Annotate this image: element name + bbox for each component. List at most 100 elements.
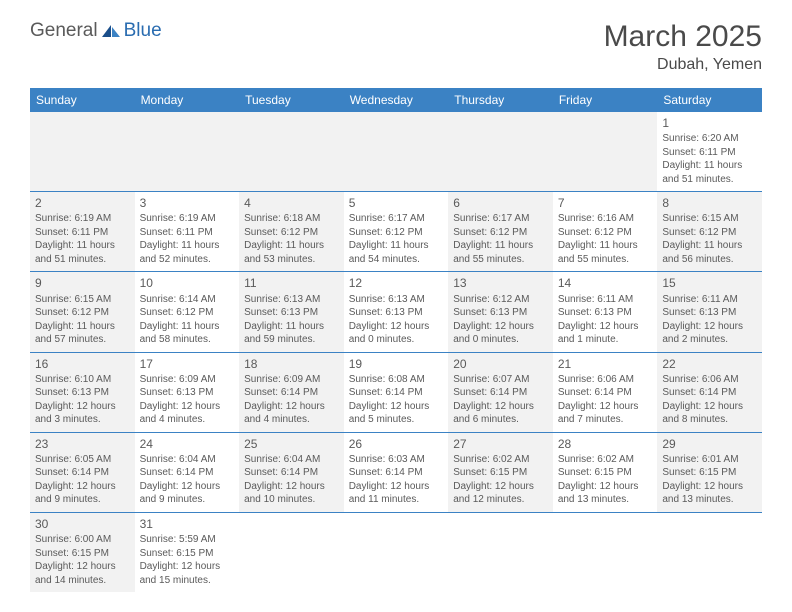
calendar-cell bbox=[657, 512, 762, 592]
calendar-cell: 13 Sunrise: 6:12 AMSunset: 6:13 PMDayligh… bbox=[448, 272, 553, 352]
day-number: 1 bbox=[662, 115, 757, 131]
calendar-cell: 29Sunrise: 6:01 AMSunset: 6:15 PMDayligh… bbox=[657, 432, 762, 512]
day-info: Sunrise: 6:11 AMSunset: 6:13 PMDaylight:… bbox=[662, 293, 757, 347]
calendar-cell bbox=[135, 112, 240, 192]
day-number: 7 bbox=[558, 195, 653, 211]
day-info: Sunrise: 6:06 AMSunset: 6:14 PMDaylight:… bbox=[558, 373, 653, 427]
day-number: 15 bbox=[662, 275, 757, 291]
day-number: 2 bbox=[35, 195, 130, 211]
calendar-cell: 3Sunrise: 6:19 AMSunset: 6:11 PMDaylight… bbox=[135, 192, 240, 272]
day-number: 9 bbox=[35, 275, 130, 291]
calendar-week-row: 23Sunrise: 6:05 AMSunset: 6:14 PMDayligh… bbox=[30, 432, 762, 512]
calendar-cell: 5Sunrise: 6:17 AMSunset: 6:12 PMDaylight… bbox=[344, 192, 449, 272]
day-info: Sunrise: 6:05 AMSunset: 6:14 PMDaylight:… bbox=[35, 453, 130, 507]
day-number: 26 bbox=[349, 436, 444, 452]
logo-text-general: General bbox=[30, 20, 98, 42]
day-number: 22 bbox=[662, 356, 757, 372]
logo-sail-icon bbox=[100, 23, 122, 39]
calendar-cell: 23Sunrise: 6:05 AMSunset: 6:14 PMDayligh… bbox=[30, 432, 135, 512]
calendar-cell: 10 Sunrise: 6:14 AMSunset: 6:12 PMDayligh… bbox=[135, 272, 240, 352]
day-info: Sunrise: 6:09 AMSunset: 6:13 PMDaylight:… bbox=[140, 373, 235, 427]
day-info: Sunrise: 6:17 AMSunset: 6:12 PMDaylight:… bbox=[349, 212, 444, 266]
day-number: 25 bbox=[244, 436, 339, 452]
logo: General Blue bbox=[30, 20, 162, 42]
page-header: General Blue March 2025 Dubah, Yemen bbox=[30, 20, 762, 74]
day-number: 13 bbox=[453, 275, 548, 291]
calendar-cell: 21Sunrise: 6:06 AMSunset: 6:14 PMDayligh… bbox=[553, 352, 658, 432]
calendar-cell: 2Sunrise: 6:19 AMSunset: 6:11 PMDaylight… bbox=[30, 192, 135, 272]
day-info: Sunrise: 6:00 AMSunset: 6:15 PMDaylight:… bbox=[35, 533, 130, 587]
calendar-cell: 11Sunrise: 6:13 AMSunset: 6:13 PMDayligh… bbox=[239, 272, 344, 352]
calendar-cell: 27Sunrise: 6:02 AMSunset: 6:15 PMDayligh… bbox=[448, 432, 553, 512]
calendar-cell bbox=[344, 512, 449, 592]
day-number: 16 bbox=[35, 356, 130, 372]
calendar-cell: 31Sunrise: 5:59 AMSunset: 6:15 PMDayligh… bbox=[135, 512, 240, 592]
calendar-cell bbox=[239, 112, 344, 192]
calendar-cell: 20Sunrise: 6:07 AMSunset: 6:14 PMDayligh… bbox=[448, 352, 553, 432]
calendar-cell: 12Sunrise: 6:13 AMSunset: 6:13 PMDayligh… bbox=[344, 272, 449, 352]
day-header: Wednesday bbox=[344, 88, 449, 112]
day-info: Sunrise: 6:12 AMSunset: 6:13 PMDaylight:… bbox=[453, 293, 548, 347]
day-header: Friday bbox=[553, 88, 658, 112]
day-info: Sunrise: 6:15 AMSunset: 6:12 PMDaylight:… bbox=[662, 212, 757, 266]
calendar-cell: 22Sunrise: 6:06 AMSunset: 6:14 PMDayligh… bbox=[657, 352, 762, 432]
day-number: 21 bbox=[558, 356, 653, 372]
day-number: 17 bbox=[140, 356, 235, 372]
day-number: 31 bbox=[140, 516, 235, 532]
day-info: Sunrise: 6:15 AMSunset: 6:12 PMDaylight:… bbox=[35, 293, 130, 347]
calendar-cell bbox=[30, 112, 135, 192]
day-number: 3 bbox=[140, 195, 235, 211]
day-info: Sunrise: 6:07 AMSunset: 6:14 PMDaylight:… bbox=[453, 373, 548, 427]
day-info: Sunrise: 6:09 AMSunset: 6:14 PMDaylight:… bbox=[244, 373, 339, 427]
calendar-cell: 4Sunrise: 6:18 AMSunset: 6:12 PMDaylight… bbox=[239, 192, 344, 272]
calendar-cell: 18Sunrise: 6:09 AMSunset: 6:14 PMDayligh… bbox=[239, 352, 344, 432]
day-info: Sunrise: 6:16 AMSunset: 6:12 PMDaylight:… bbox=[558, 212, 653, 266]
day-info: Sunrise: 6:04 AMSunset: 6:14 PMDaylight:… bbox=[140, 453, 235, 507]
day-info: Sunrise: 6:03 AMSunset: 6:14 PMDaylight:… bbox=[349, 453, 444, 507]
day-info: Sunrise: 6:17 AMSunset: 6:12 PMDaylight:… bbox=[453, 212, 548, 266]
day-info: Sunrise: 6:02 AMSunset: 6:15 PMDaylight:… bbox=[453, 453, 548, 507]
day-header: Monday bbox=[135, 88, 240, 112]
day-info: Sunrise: 6:01 AMSunset: 6:15 PMDaylight:… bbox=[662, 453, 757, 507]
calendar-cell bbox=[239, 512, 344, 592]
calendar-week-row: 16Sunrise: 6:10 AMSunset: 6:13 PMDayligh… bbox=[30, 352, 762, 432]
calendar-cell: 16Sunrise: 6:10 AMSunset: 6:13 PMDayligh… bbox=[30, 352, 135, 432]
day-number: 4 bbox=[244, 195, 339, 211]
day-info: Sunrise: 6:13 AMSunset: 6:13 PMDaylight:… bbox=[244, 293, 339, 347]
calendar-cell bbox=[553, 112, 658, 192]
page-title: March 2025 bbox=[604, 20, 762, 54]
day-info: Sunrise: 6:14 AMSunset: 6:12 PMDaylight:… bbox=[140, 293, 235, 347]
title-block: March 2025 Dubah, Yemen bbox=[604, 20, 762, 74]
day-number: 6 bbox=[453, 195, 548, 211]
calendar-table: SundayMondayTuesdayWednesdayThursdayFrid… bbox=[30, 88, 762, 592]
day-header: Saturday bbox=[657, 88, 762, 112]
calendar-cell: 6Sunrise: 6:17 AMSunset: 6:12 PMDaylight… bbox=[448, 192, 553, 272]
calendar-cell: 14Sunrise: 6:11 AMSunset: 6:13 PMDayligh… bbox=[553, 272, 658, 352]
calendar-week-row: 1Sunrise: 6:20 AMSunset: 6:11 PMDaylight… bbox=[30, 112, 762, 192]
day-info: Sunrise: 6:06 AMSunset: 6:14 PMDaylight:… bbox=[662, 373, 757, 427]
calendar-body: 1Sunrise: 6:20 AMSunset: 6:11 PMDaylight… bbox=[30, 112, 762, 592]
calendar-cell bbox=[448, 112, 553, 192]
day-number: 19 bbox=[349, 356, 444, 372]
calendar-cell: 28Sunrise: 6:02 AMSunset: 6:15 PMDayligh… bbox=[553, 432, 658, 512]
calendar-cell: 19Sunrise: 6:08 AMSunset: 6:14 PMDayligh… bbox=[344, 352, 449, 432]
day-info: Sunrise: 6:11 AMSunset: 6:13 PMDaylight:… bbox=[558, 293, 653, 347]
day-info: Sunrise: 6:04 AMSunset: 6:14 PMDaylight:… bbox=[244, 453, 339, 507]
day-number: 10 bbox=[140, 275, 235, 291]
location-label: Dubah, Yemen bbox=[604, 56, 762, 74]
logo-text-blue: Blue bbox=[124, 20, 162, 42]
day-number: 8 bbox=[662, 195, 757, 211]
calendar-week-row: 2Sunrise: 6:19 AMSunset: 6:11 PMDaylight… bbox=[30, 192, 762, 272]
day-number: 27 bbox=[453, 436, 548, 452]
calendar-cell: 24Sunrise: 6:04 AMSunset: 6:14 PMDayligh… bbox=[135, 432, 240, 512]
calendar-week-row: 30Sunrise: 6:00 AMSunset: 6:15 PMDayligh… bbox=[30, 512, 762, 592]
calendar-cell bbox=[553, 512, 658, 592]
day-number: 5 bbox=[349, 195, 444, 211]
calendar-cell: 9 Sunrise: 6:15 AMSunset: 6:12 PMDaylight… bbox=[30, 272, 135, 352]
day-number: 18 bbox=[244, 356, 339, 372]
day-info: Sunrise: 6:10 AMSunset: 6:13 PMDaylight:… bbox=[35, 373, 130, 427]
day-number: 20 bbox=[453, 356, 548, 372]
day-number: 30 bbox=[35, 516, 130, 532]
day-number: 29 bbox=[662, 436, 757, 452]
calendar-cell bbox=[448, 512, 553, 592]
